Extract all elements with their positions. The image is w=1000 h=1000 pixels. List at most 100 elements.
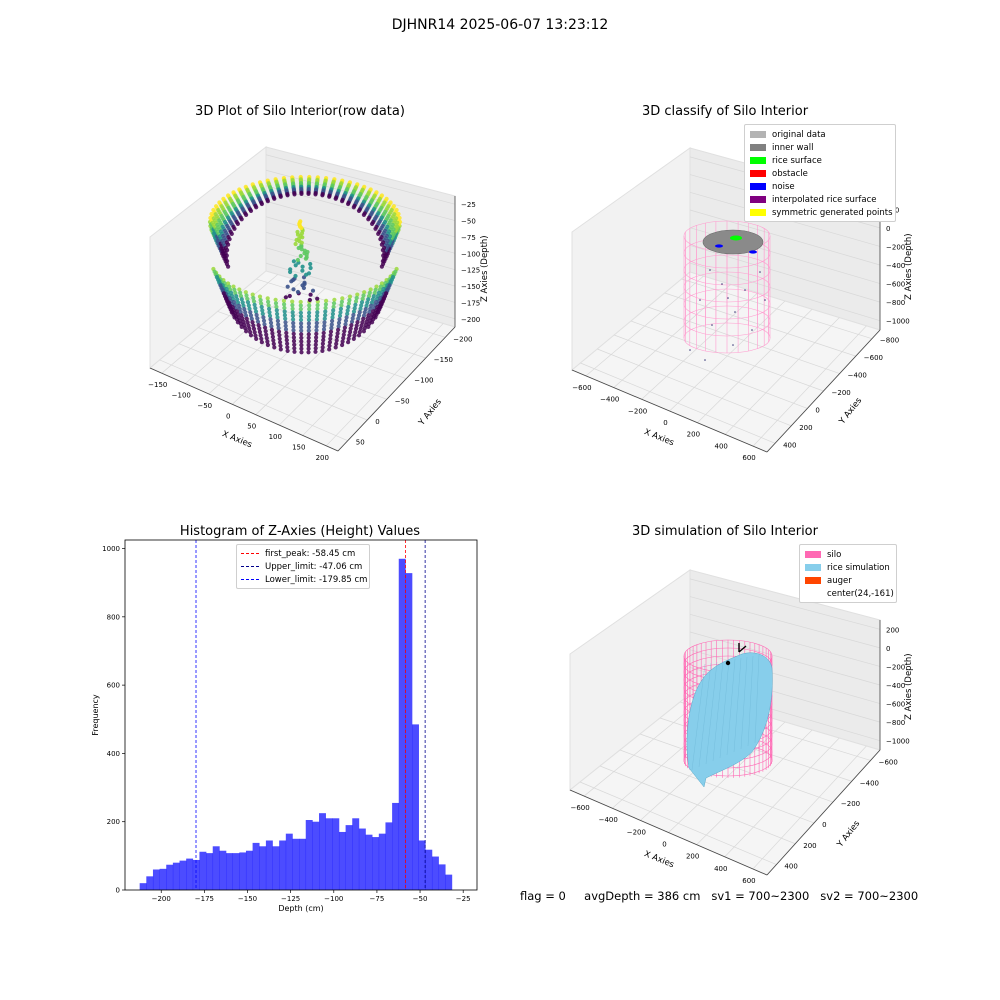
data-point [378,305,382,309]
histogram-bar [226,853,233,890]
legend-label: Upper_limit: -47.06 cm [265,562,362,572]
histogram-bar [199,852,206,890]
z-tick-label: 0 [886,645,890,653]
data-point [314,332,318,336]
data-point [259,301,263,305]
data-point [291,317,295,321]
histogram-bar [346,825,353,890]
histogram-bar [279,840,286,890]
data-point [260,340,264,344]
x-tick-label: −150 [238,895,257,903]
legend-swatch [750,196,766,203]
y-tick-label: −50 [395,397,410,405]
data-point [299,321,303,325]
data-point [380,243,384,247]
histogram-bar [319,813,326,890]
data-point [311,289,315,293]
data-point [265,336,269,340]
data-point [292,350,296,354]
y-tick-label: 200 [107,818,120,826]
noise-point [759,271,761,273]
data-point [346,305,350,309]
data-point [266,343,270,347]
histogram-bar [219,851,226,890]
y-tick-label: 200 [803,842,816,850]
data-point [314,339,318,343]
p1-zlabel: Z Axies (Depth) [480,235,490,302]
histogram-bar [166,865,173,890]
legend-line-sample [241,566,259,567]
histogram-bar [312,822,319,890]
data-point [277,333,281,337]
z-tick-label: −125 [461,267,480,275]
data-point [313,192,317,196]
histogram-bar [399,559,406,890]
data-point [362,329,366,333]
z-tick-label: −75 [461,234,476,242]
data-point [315,314,319,318]
data-point [381,254,385,258]
legend-entry: center(24,-161) [805,587,891,600]
y-tick-label: −600 [864,354,883,362]
x-tick-label: −50 [413,895,428,903]
z-tick-label: −800 [886,719,905,727]
histogram-bar [286,834,293,890]
data-point [292,192,296,196]
data-point [381,259,385,263]
data-point [292,335,296,339]
data-point [321,338,325,342]
z-tick-label: −600 [886,701,905,709]
data-point [298,219,302,223]
legend-label: auger [827,576,852,586]
histogram-bar [306,820,313,890]
data-point [291,307,295,311]
data-point [266,199,270,203]
histogram-bar [372,837,379,890]
y-tick-label: −200 [841,800,860,808]
data-point [244,213,248,217]
z-tick-label: −400 [886,682,905,690]
legend-swatch [750,131,766,138]
p3-ylabel: Frequency [91,694,100,736]
x-tick-label: −400 [599,816,618,824]
legend-entry: inner wall [750,141,890,154]
histogram-bar [412,724,419,890]
data-point [307,343,311,347]
data-point [225,259,229,263]
data-point [323,317,327,321]
y-tick-label: −600 [879,758,898,766]
data-point [307,318,311,322]
data-point [230,310,234,314]
x-tick-label: −25 [456,895,471,903]
histogram-bar [385,822,392,890]
noise-point [711,324,713,326]
data-point [307,304,311,308]
x-tick-label: −200 [628,407,647,415]
z-tick-label: −400 [886,262,905,270]
legend-entry: noise [750,180,890,193]
data-point [295,230,299,234]
status-sv1: sv1 = 700~2300 [711,889,809,903]
data-point [315,321,319,325]
data-point [249,333,253,337]
data-point [299,336,303,340]
legend-swatch [805,564,821,571]
legend-label: interpolated rice surface [772,195,877,205]
histogram-bar [213,846,220,890]
data-point [370,320,374,324]
data-point [299,332,303,336]
data-point [314,335,318,339]
data-point [322,327,326,331]
data-point [301,265,305,269]
y-tick-label: 600 [107,682,120,690]
legend-swatch [750,157,766,164]
data-point [327,344,331,348]
data-point [302,281,306,285]
data-point [307,332,311,336]
noise-point [751,329,753,331]
data-point [376,310,380,314]
z-tick-label: −25 [461,201,476,209]
data-point [299,254,303,258]
legend-entry: original data [750,128,890,141]
x-tick-label: −125 [281,895,300,903]
